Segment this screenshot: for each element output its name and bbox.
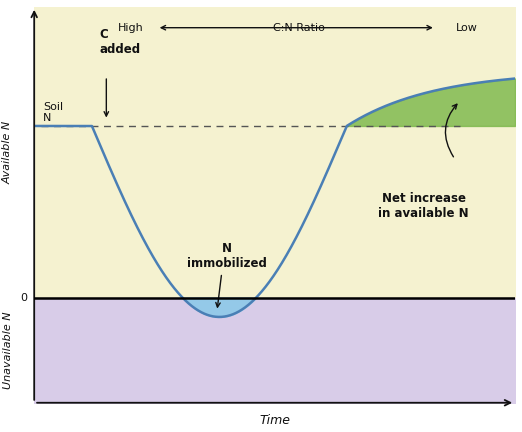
Text: Time: Time: [259, 414, 290, 427]
Text: N
immobilized: N immobilized: [186, 242, 266, 270]
Text: High: High: [117, 23, 143, 33]
Text: Net increase
in available N: Net increase in available N: [378, 192, 469, 220]
Text: Available N: Available N: [3, 121, 13, 184]
Text: Unavailable N: Unavailable N: [3, 311, 13, 389]
Text: C
added: C added: [99, 28, 140, 56]
Text: Soil
N: Soil N: [43, 102, 63, 123]
Text: Low: Low: [456, 23, 478, 33]
Text: C:N Ratio: C:N Ratio: [272, 23, 325, 33]
Text: 0: 0: [20, 292, 27, 302]
